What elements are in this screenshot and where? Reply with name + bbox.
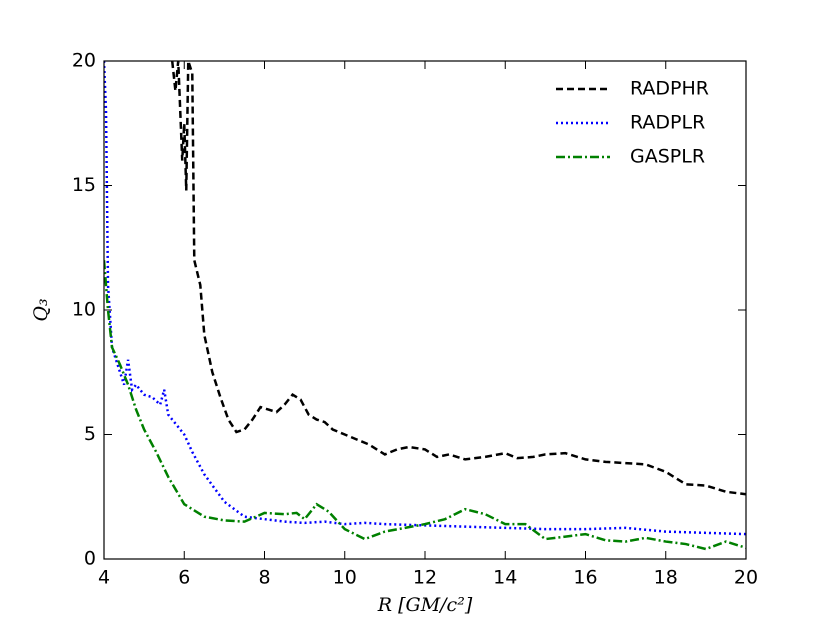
legend-label: RADPLR (630, 112, 705, 134)
x-tick-label: 6 (178, 567, 190, 589)
x-tick-label: 14 (493, 567, 517, 589)
legend-label: RADPHR (630, 78, 709, 100)
y-tick-label: 10 (72, 299, 96, 321)
plot-area (104, 61, 746, 551)
x-axis-label: R [GM/c²] (377, 594, 473, 616)
y-tick-label: 15 (72, 174, 96, 196)
x-tick-label: 16 (573, 567, 597, 589)
series-line (104, 61, 746, 536)
legend-label: GASPLR (630, 146, 705, 168)
x-tick-label: 8 (258, 567, 270, 589)
x-tick-label: 18 (654, 567, 678, 589)
x-tick-label: 10 (333, 567, 357, 589)
y-tick-label: 5 (84, 423, 96, 445)
series-line (170, 61, 746, 496)
x-tick-label: 4 (98, 567, 110, 589)
y-tick-label: 0 (84, 548, 96, 570)
y-axis-label: Q₃ (30, 298, 52, 321)
x-tick-label: 20 (734, 567, 758, 589)
series-line (104, 260, 746, 551)
y-tick-label: 20 (72, 50, 96, 72)
x-tick-label: 12 (413, 567, 437, 589)
